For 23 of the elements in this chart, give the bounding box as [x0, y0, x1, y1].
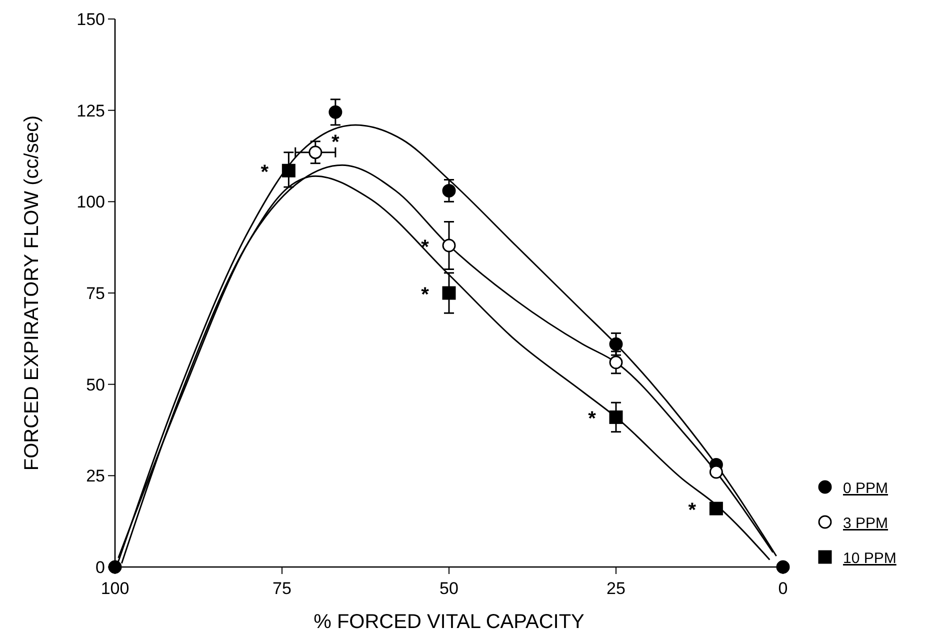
x-axis-title: % FORCED VITAL CAPACITY [314, 611, 584, 633]
annotation: * [588, 408, 596, 430]
x-tick-label: 100 [100, 579, 130, 598]
legend-label: 10 PPM [843, 550, 896, 567]
y-tick-label: 125 [76, 101, 105, 120]
x-tick-label: 50 [440, 579, 458, 598]
y-tick-label: 0 [96, 558, 105, 577]
annotation: * [688, 500, 696, 522]
y-axis-title: FORCED EXPIRATORY FLOW (cc/sec) [21, 115, 43, 471]
annotation: * [260, 162, 269, 184]
x-tick-label: 25 [606, 579, 626, 598]
legend-label: 3 PPM [843, 515, 888, 532]
legend-label: 0 PPM [843, 480, 888, 497]
y-tick-label: 50 [86, 375, 105, 394]
y-tick-label: 75 [86, 284, 105, 303]
x-tick-label: 75 [272, 579, 292, 598]
y-tick-label: 100 [76, 192, 105, 212]
y-tick-label: 150 [76, 10, 105, 29]
y-tick-label: 25 [86, 466, 105, 486]
x-tick-label: 0 [778, 579, 788, 598]
annotation: * [421, 284, 430, 306]
annotation: * [421, 236, 430, 259]
annotation: * [332, 131, 340, 154]
